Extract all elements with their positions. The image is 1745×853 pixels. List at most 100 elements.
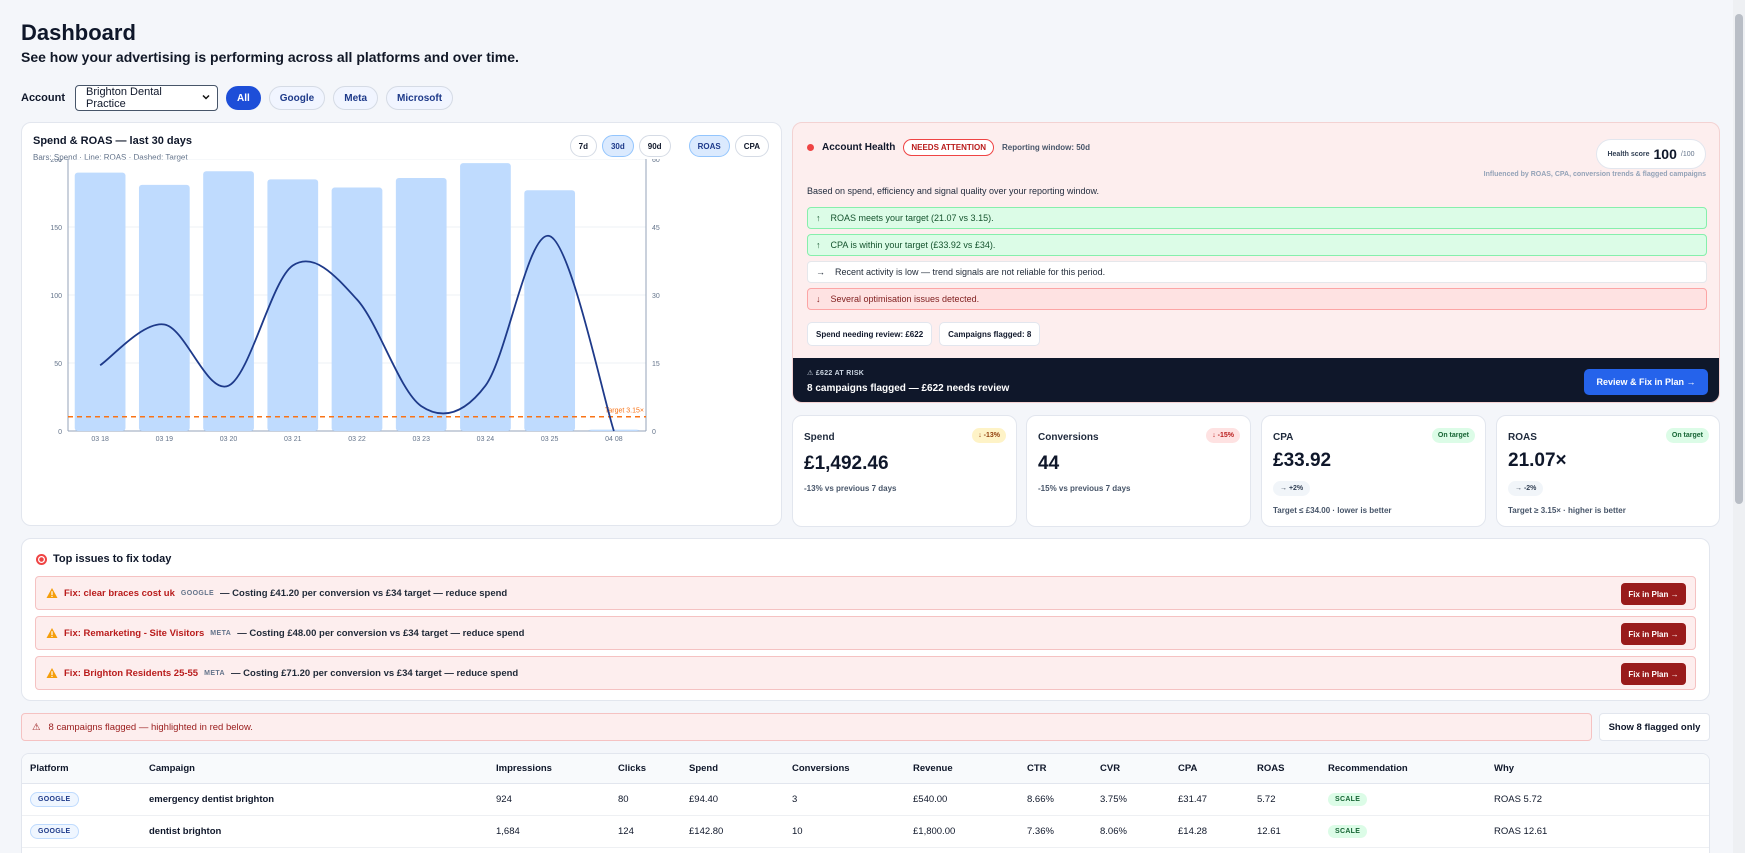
review-fix-button[interactable]: Review & Fix in Plan → bbox=[1584, 369, 1708, 395]
y-left-tick-label: 0 bbox=[58, 429, 62, 436]
show-flagged-button[interactable]: Show 8 flagged only bbox=[1599, 713, 1710, 741]
health-score: Health score 100 /100 bbox=[1596, 139, 1706, 169]
roas-line bbox=[99, 235, 615, 432]
range-7d-button[interactable]: 7d bbox=[569, 135, 597, 157]
column-header[interactable]: CPA bbox=[1178, 763, 1198, 774]
flagged-text: 8 campaigns flagged — highlighted in red… bbox=[48, 721, 253, 733]
signal-text: Several optimisation issues detected. bbox=[830, 294, 980, 304]
revenue-cell: £1,800.00 bbox=[913, 826, 956, 837]
signal-text: ROAS meets your target (21.07 vs 3.15). bbox=[830, 213, 994, 223]
health-score-value: 100 bbox=[1653, 146, 1677, 162]
column-header[interactable]: Conversions bbox=[792, 763, 850, 774]
x-tick-label: 03 20 bbox=[220, 436, 238, 443]
risk-label: ⚠ £622 AT RISK bbox=[807, 370, 865, 377]
platform-filter-microsoft[interactable]: Microsoft bbox=[386, 86, 454, 110]
spend-bar bbox=[203, 171, 254, 432]
kpi-change-badge: ↓ -13% bbox=[972, 428, 1006, 443]
health-score-label: Health score bbox=[1607, 150, 1650, 158]
spend-bar bbox=[74, 172, 126, 431]
platform-badge: GOOGLE bbox=[30, 792, 79, 807]
kpi-title: Conversions bbox=[1038, 432, 1099, 443]
spend-bar bbox=[395, 178, 447, 431]
range-90d-button[interactable]: 90d bbox=[638, 135, 671, 157]
arrow-up-icon: ↑ bbox=[816, 213, 821, 223]
x-tick-label: 03 21 bbox=[284, 436, 302, 443]
kpi-value: 44 bbox=[1038, 453, 1060, 474]
warning-icon bbox=[46, 668, 58, 678]
risk-banner: ⚠ £622 AT RISK 8 campaigns flagged — £62… bbox=[793, 358, 1719, 402]
account-select[interactable]: Brighton Dental Practice bbox=[75, 85, 218, 111]
fix-in-plan-button[interactable]: Fix in Plan → bbox=[1621, 623, 1686, 645]
kpi-delta: → +2% bbox=[1273, 481, 1311, 496]
campaign-name: dentist brighton bbox=[149, 826, 222, 837]
campaigns-table: Platform Campaign Impressions Clicks Spe… bbox=[21, 753, 1710, 853]
x-tick-label: 03 19 bbox=[156, 436, 174, 443]
column-header[interactable]: Recommendation bbox=[1328, 763, 1408, 774]
campaign-name: emergency dentist brighton bbox=[149, 794, 275, 805]
column-header[interactable]: CVR bbox=[1100, 763, 1121, 774]
why-cell: ROAS 5.72 bbox=[1494, 794, 1543, 805]
chevron-down-icon bbox=[201, 92, 211, 105]
account-label: Account bbox=[21, 92, 65, 104]
column-header[interactable]: CTR bbox=[1027, 763, 1047, 774]
cpa-cell: £31.47 bbox=[1178, 794, 1208, 805]
y-right-tick-label: 60 bbox=[652, 159, 660, 164]
range-30d-button[interactable]: 30d bbox=[601, 135, 634, 157]
warning-icon: ⚠ bbox=[807, 370, 814, 377]
health-score-max: /100 bbox=[1680, 150, 1695, 158]
column-header[interactable]: Impressions bbox=[496, 763, 552, 774]
y-left-tick-label: 200 bbox=[50, 159, 62, 164]
issue-platform: META bbox=[210, 629, 232, 637]
column-header[interactable]: Campaign bbox=[149, 763, 195, 774]
table-row[interactable]: GOOGLE dentist brighton 1,684 124 £142.8… bbox=[22, 816, 1709, 848]
kpi-value: 21.07× bbox=[1508, 450, 1567, 471]
kpi-target-note: Target ≥ 3.15× · higher is better bbox=[1508, 506, 1626, 515]
kpi-value: £33.92 bbox=[1273, 450, 1332, 471]
conversions-cell: 10 bbox=[792, 826, 803, 837]
ctr-cell: 8.66% bbox=[1027, 794, 1054, 805]
table-row[interactable]: GOOGLE emergency dentist brighton 924 80… bbox=[22, 784, 1709, 816]
kpi-conversions-card: Conversions ↓ -15% 44 -15% vs previous 7… bbox=[1026, 415, 1251, 527]
y-right-tick-label: 15 bbox=[652, 361, 660, 368]
platform-filter-google[interactable]: Google bbox=[268, 86, 326, 110]
cvr-cell: 3.75% bbox=[1100, 794, 1127, 805]
column-header[interactable]: Clicks bbox=[618, 763, 646, 774]
x-tick-label: 03 18 bbox=[91, 436, 109, 443]
column-header[interactable]: Spend bbox=[689, 763, 719, 774]
column-header[interactable]: ROAS bbox=[1257, 763, 1285, 774]
status-dot-icon bbox=[807, 144, 814, 151]
spend-cell: £142.80 bbox=[689, 826, 724, 837]
scrollbar-thumb[interactable] bbox=[1735, 14, 1743, 504]
issue-message: — Costing £71.20 per conversion vs £34 t… bbox=[231, 667, 519, 679]
y-left-tick-label: 50 bbox=[54, 361, 62, 368]
kpi-roas-card: ROAS On target 21.07× → -2% Target ≥ 3.1… bbox=[1496, 415, 1720, 527]
metric-roas-button[interactable]: ROAS bbox=[688, 135, 730, 157]
kpi-status-badge: On target bbox=[1431, 428, 1475, 443]
metric-cpa-button[interactable]: CPA bbox=[734, 135, 769, 157]
kpi-spend-card: Spend ↓ -13% £1,492.46 -13% vs previous … bbox=[792, 415, 1017, 527]
cpa-cell: £14.28 bbox=[1178, 826, 1208, 837]
warning-icon: ⚠ bbox=[32, 721, 41, 733]
page-subtitle: See how your advertising is performing a… bbox=[21, 49, 519, 65]
fix-in-plan-button[interactable]: Fix in Plan → bbox=[1621, 663, 1686, 685]
page-scrollbar[interactable] bbox=[1733, 0, 1745, 853]
y-left-tick-label: 150 bbox=[50, 225, 62, 232]
kpi-title: ROAS bbox=[1508, 432, 1537, 443]
health-chips: Spend needing review: £622 Campaigns fla… bbox=[807, 322, 1041, 346]
fix-in-plan-button[interactable]: Fix in Plan → bbox=[1621, 583, 1686, 605]
platform-filter-meta[interactable]: Meta bbox=[333, 86, 379, 110]
impressions-cell: 924 bbox=[496, 794, 512, 805]
column-header[interactable]: Why bbox=[1494, 763, 1515, 774]
conversions-cell: 3 bbox=[792, 794, 798, 805]
issues-title: Top issues to fix today bbox=[36, 553, 171, 565]
column-header[interactable]: Platform bbox=[30, 763, 69, 774]
platform-filter-all[interactable]: All bbox=[226, 86, 261, 110]
spend-roas-chart: 0 50 100 150 200 0 15 30 45 60 03 18 03 19 03 20 03 2… bbox=[50, 159, 660, 443]
y-left-tick-label: 100 bbox=[50, 293, 62, 300]
column-header[interactable]: Revenue bbox=[913, 763, 953, 774]
x-tick-label: 03 24 bbox=[477, 436, 495, 443]
x-tick-label: 03 25 bbox=[541, 436, 559, 443]
warning-icon bbox=[46, 588, 58, 598]
risk-text: 8 campaigns flagged — £622 needs review bbox=[807, 383, 1010, 394]
x-tick-label: 03 22 bbox=[348, 436, 366, 443]
